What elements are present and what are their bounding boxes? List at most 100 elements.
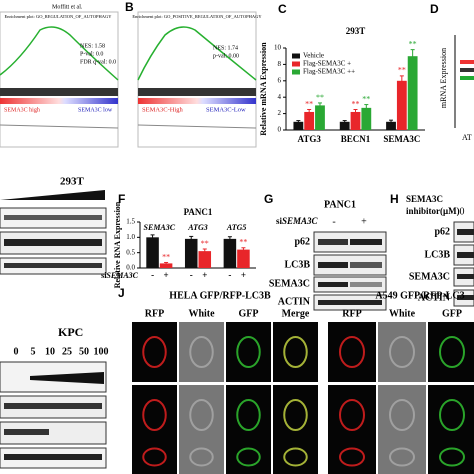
band	[318, 282, 348, 287]
band	[457, 252, 474, 258]
row-label: SEMA3C	[409, 271, 450, 282]
es-curve	[0, 26, 119, 81]
band	[30, 372, 104, 384]
legend-swatch	[292, 53, 300, 59]
plot-title: Enrichment plot: GO_POSITIVE_REGULATION_…	[132, 14, 262, 19]
cell	[283, 336, 308, 368]
cell	[142, 447, 167, 467]
cell	[439, 399, 465, 431]
band	[4, 403, 102, 409]
band	[350, 262, 382, 268]
micrograph	[378, 385, 426, 445]
bar	[396, 80, 407, 130]
column-label: White	[389, 308, 416, 319]
cell	[283, 447, 308, 467]
bar	[293, 121, 304, 130]
micrograph	[273, 385, 318, 445]
cell	[189, 399, 214, 431]
micrograph	[226, 440, 271, 474]
significance: **	[316, 93, 324, 102]
category: AT	[462, 133, 472, 142]
column-label: RFP	[342, 308, 361, 319]
category-label: BECN1	[341, 134, 371, 144]
panel-e: 293T	[0, 176, 107, 275]
legend-label: Flag-SEMA3C ++	[303, 68, 355, 76]
significance: **	[305, 99, 313, 108]
hits	[138, 88, 256, 96]
dose: 50	[79, 346, 89, 357]
blot-title: KPC	[58, 325, 83, 339]
legend-swatch	[292, 69, 300, 75]
bar	[350, 111, 361, 130]
y-tick-label: 6	[278, 76, 282, 84]
treatment: SEMA3C	[406, 194, 443, 204]
legend-label: Vehicle	[303, 52, 324, 60]
legend-swatch	[292, 61, 300, 67]
row-label: p62	[294, 236, 310, 247]
stat: P-val: 0.0	[80, 51, 103, 57]
high-label: SEMA3C-High	[142, 106, 184, 113]
cell	[439, 447, 465, 467]
column-label: White	[188, 308, 215, 319]
y-tick-label: 4	[278, 93, 282, 101]
x-level-label: -	[228, 270, 231, 280]
bar	[223, 238, 237, 268]
significance: **	[409, 39, 417, 48]
blot	[0, 421, 107, 445]
chart-title: PANC1	[184, 207, 213, 217]
bar	[304, 111, 315, 130]
row-label: LC3B	[284, 259, 310, 270]
row-label: LC3B	[424, 249, 450, 260]
bar	[184, 238, 198, 268]
treatment: inhibitor(μM)	[406, 206, 460, 216]
micrograph	[378, 440, 426, 474]
band	[4, 215, 102, 220]
x-level-label: -	[190, 270, 193, 280]
row-label: p62	[434, 226, 450, 237]
metric	[137, 124, 257, 129]
micrograph	[378, 322, 426, 382]
cell	[389, 336, 415, 368]
micrograph	[428, 440, 474, 474]
blot-title: 293T	[60, 176, 85, 188]
prefix: si	[276, 216, 283, 226]
y-tick-label: 0	[278, 126, 282, 134]
micrograph	[428, 385, 474, 445]
lane: +	[361, 216, 367, 227]
prefix: si	[101, 271, 107, 280]
cell	[283, 399, 308, 431]
band	[318, 239, 348, 245]
row-label: ACTIN	[418, 292, 451, 303]
chart-title: 293T	[346, 26, 366, 36]
cell	[236, 336, 261, 368]
band	[350, 282, 382, 287]
x-level-label: -	[151, 270, 154, 280]
plot-title: Enrichment plot: GO_REGULATION_OF_AUTOPH…	[5, 14, 113, 19]
category-label: SEMA3C	[144, 223, 176, 232]
hits	[0, 88, 118, 96]
significance: **	[162, 252, 170, 261]
bar	[315, 105, 325, 130]
rank-bar	[0, 98, 118, 104]
significance: **	[398, 66, 406, 75]
category-label: ATG3	[297, 134, 321, 144]
treatment: siSEMA3C	[276, 216, 319, 226]
cell	[339, 336, 365, 368]
band	[457, 274, 474, 279]
panel-letter: G	[264, 192, 273, 206]
panel-g: G PANC1 siSEMA3C - + p62 LC3B SEMA3C ACT…	[264, 192, 387, 311]
bar	[146, 237, 159, 268]
x-level-label: +	[202, 270, 207, 280]
significance: **	[239, 238, 247, 247]
bar	[407, 56, 418, 131]
es-curve	[137, 26, 257, 81]
panel-letter: J	[118, 286, 125, 300]
group-title: HELA GFP/RFP-LC3B	[169, 290, 271, 301]
lane: 0	[460, 206, 465, 217]
high-label: SEMA3C high	[4, 107, 40, 113]
band	[350, 239, 382, 245]
y-tick-label: 10	[274, 44, 282, 52]
panel-h: H SEMA3C inhibitor(μM) 0 p62 LC3B SEMA3C…	[390, 192, 474, 307]
dose: 25	[62, 346, 72, 357]
y-tick-label: 2	[278, 109, 282, 117]
